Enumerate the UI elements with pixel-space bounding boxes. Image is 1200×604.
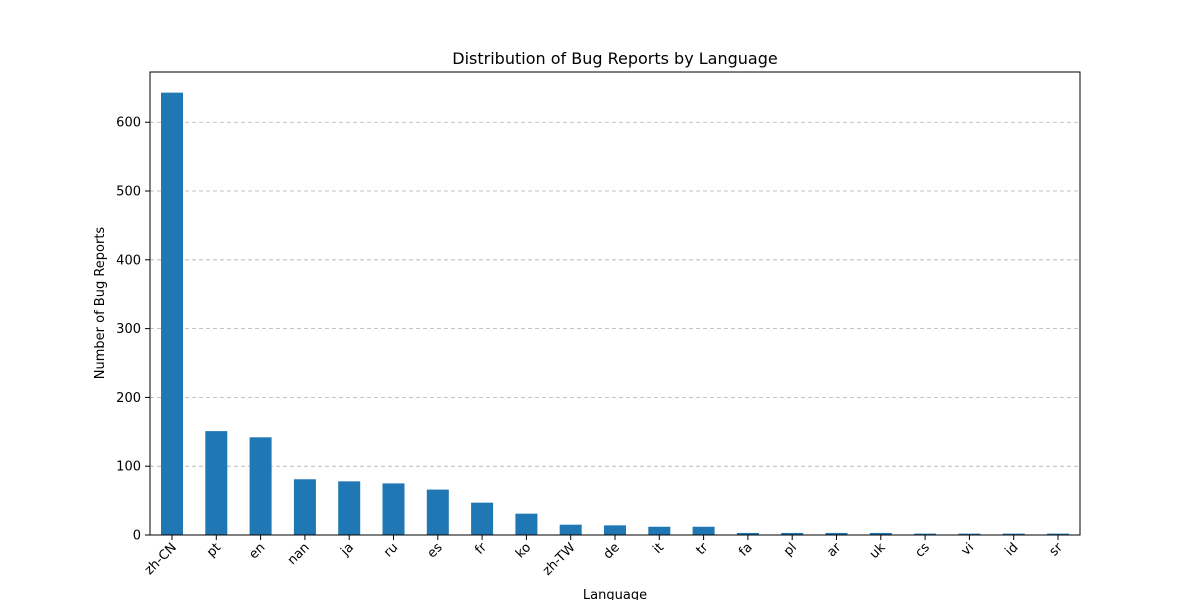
bar-sr [1047,533,1069,535]
x-tick-label-en: en [246,540,268,562]
x-tick-label-zh-TW: zh-TW [540,540,579,579]
y-tick-label: 0 [133,529,141,544]
y-tick-label: 400 [116,253,141,268]
x-axis-label: Language [583,588,647,600]
y-tick-label: 600 [116,116,141,131]
y-axis-label: Number of Bug Reports [93,227,108,380]
x-tick-label-sr: sr [1047,540,1067,560]
y-axis-ticks: 0 100 200 300 400 500 600 [116,116,150,544]
y-tick-label: 100 [116,460,141,475]
bar-zh-TW [559,524,582,535]
bar-en [249,437,272,535]
plot-area-frame [149,71,1081,536]
y-tick-label: 500 [116,185,141,200]
x-axis-ticks: zh-CN pt en nan ja ru es fr ko zh-TW de it tr fa pl ar u… [142,535,1066,579]
bar-pl [781,532,804,535]
bar-id [1002,533,1025,535]
bars-layer [161,92,1069,536]
x-tick-label-nan: nan [285,540,313,568]
bar-pt [205,431,228,535]
bar-zh-CN [161,92,183,536]
x-tick-label-ja: ja [338,540,358,560]
x-tick-label-uk: uk [867,540,889,562]
y-tick-label: 300 [116,322,141,337]
bar-uk [869,532,892,535]
y-tick-label: 200 [116,391,141,406]
bar-nan [293,479,316,535]
x-tick-label-tr: tr [693,540,711,558]
bar-es [426,489,449,535]
x-tick-label-de: de [601,540,623,562]
bar-cs [914,533,937,535]
bar-fa [736,532,759,535]
bar-it [648,526,671,535]
bar-vi [958,533,981,535]
x-tick-label-es: es [425,540,446,561]
x-tick-label-it: it [650,540,667,557]
bar-de [604,525,626,535]
x-tick-label-fr: fr [472,540,490,558]
x-tick-label-pl: pl [781,540,800,559]
x-tick-label-zh-CN: zh-CN [142,540,180,578]
bar-fr [471,502,494,535]
bar-ko [515,513,538,535]
x-tick-label-ar: ar [824,540,844,560]
bar-ar [825,532,848,535]
bar-ja [338,481,361,535]
x-tick-label-vi: vi [959,540,978,559]
x-tick-label-fa: fa [736,540,755,559]
x-tick-label-cs: cs [912,540,933,561]
x-tick-label-id: id [1003,540,1022,559]
x-tick-label-pt: pt [204,540,224,560]
bar-tr [692,526,715,535]
chart-title: Distribution of Bug Reports by Language [452,49,777,68]
grid-layer [150,121,1080,467]
bar-ru [382,483,405,535]
x-tick-label-ru: ru [381,540,401,560]
x-tick-label-ko: ko [513,540,534,561]
